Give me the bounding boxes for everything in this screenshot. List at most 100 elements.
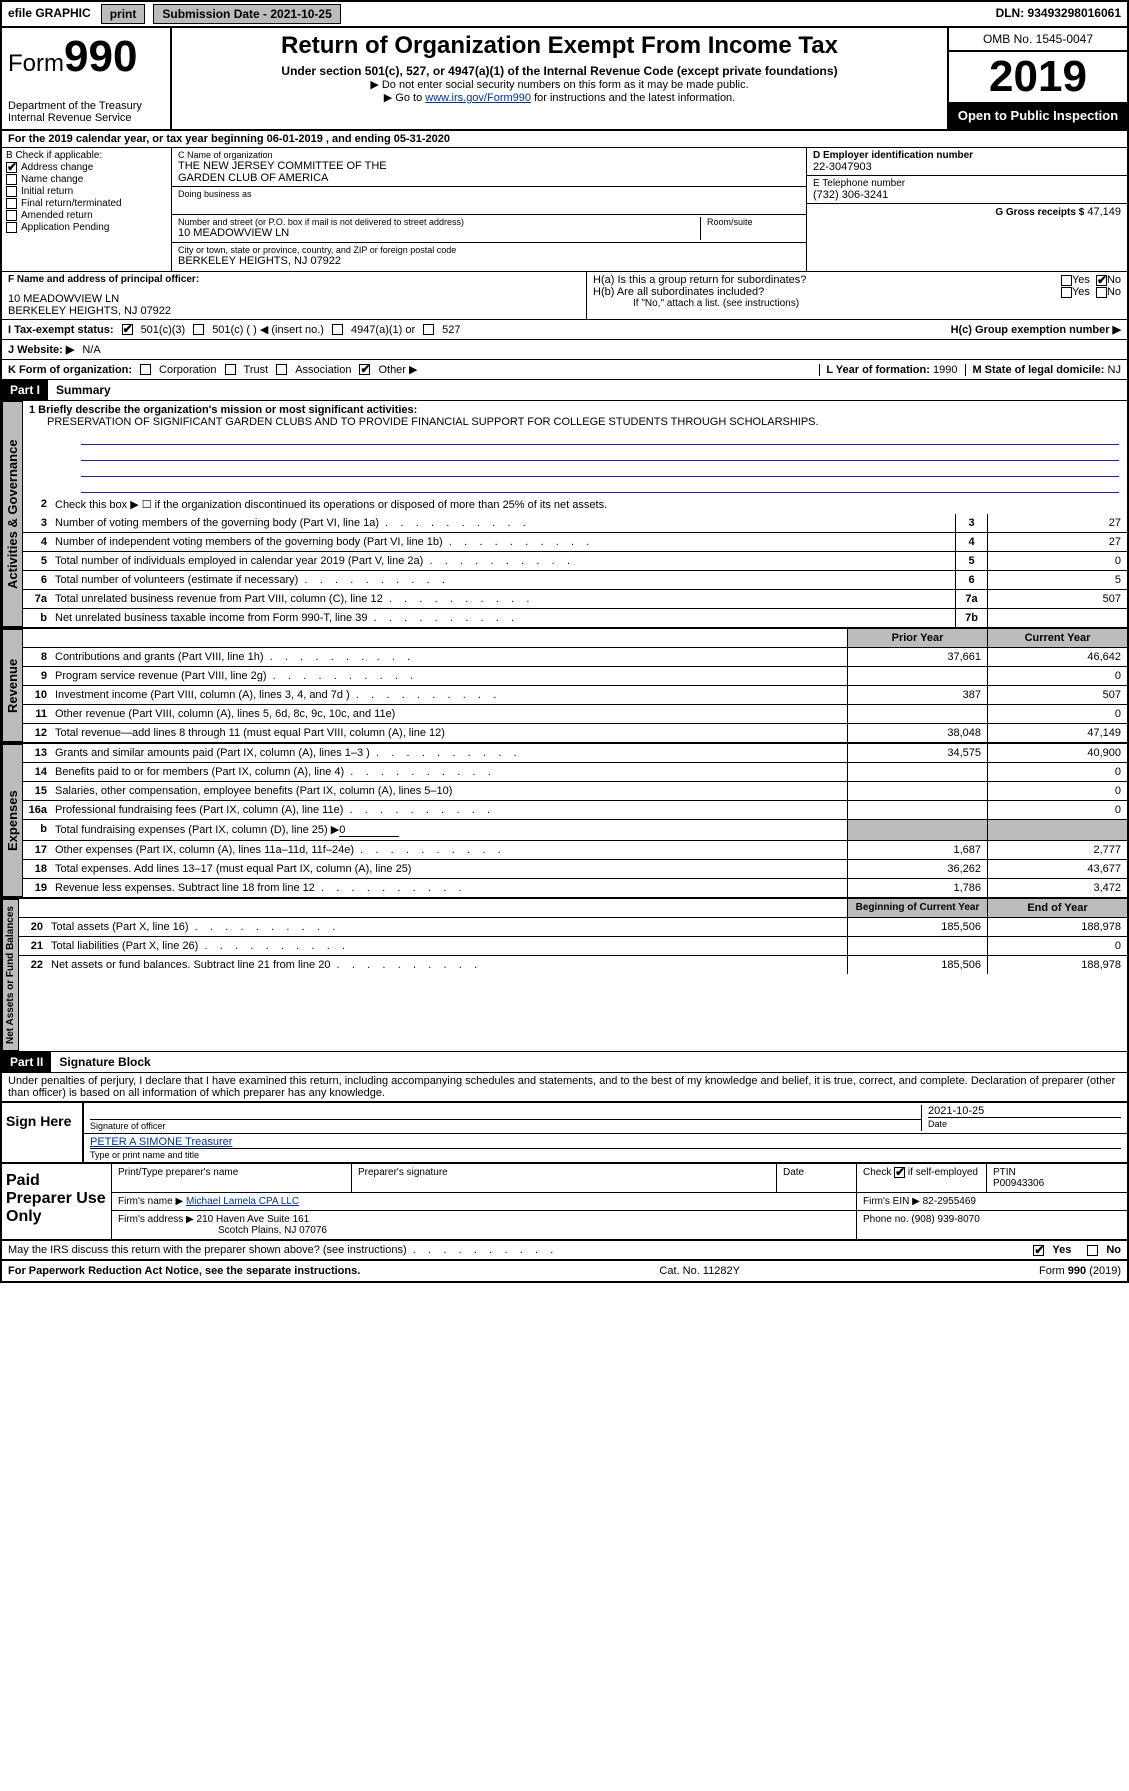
no-label: No bbox=[1107, 286, 1121, 298]
form-header: Form990 Department of the Treasury Inter… bbox=[2, 28, 1127, 131]
firm-addr1: 210 Haven Ave Suite 161 bbox=[197, 1214, 310, 1225]
form-container: Form990 Department of the Treasury Inter… bbox=[0, 28, 1129, 1283]
section-governance: Activities & Governance 1 Briefly descri… bbox=[2, 401, 1127, 629]
website-label: J Website: ▶ bbox=[8, 343, 74, 356]
phone-value: (732) 306-3241 bbox=[813, 189, 1121, 201]
q12: Total revenue—add lines 8 through 11 (mu… bbox=[51, 724, 847, 742]
c16a: 0 bbox=[987, 801, 1127, 819]
q16a: Professional fundraising fees (Part IX, … bbox=[51, 801, 847, 819]
c17: 2,777 bbox=[987, 841, 1127, 859]
box-h: H(a) Is this a group return for subordin… bbox=[587, 272, 1127, 319]
paid-preparer-label: Paid Preparer Use Only bbox=[2, 1164, 112, 1239]
note2-pre: ▶ Go to bbox=[384, 92, 425, 104]
sign-here-label: Sign Here bbox=[2, 1103, 82, 1162]
c8: 46,642 bbox=[987, 648, 1127, 666]
checkbox-icon bbox=[6, 174, 17, 185]
q19: Revenue less expenses. Subtract line 18 … bbox=[51, 879, 847, 897]
c11: 0 bbox=[987, 705, 1127, 723]
firm-ein-label: Firm's EIN ▶ bbox=[863, 1196, 920, 1207]
h-a-label: H(a) Is this a group return for subordin… bbox=[593, 274, 1061, 286]
c19: 3,472 bbox=[987, 879, 1127, 897]
end-year-hdr: End of Year bbox=[987, 899, 1127, 917]
firm-phone-label: Phone no. bbox=[863, 1214, 909, 1225]
prior-year-hdr: Prior Year bbox=[847, 629, 987, 647]
year-form-val: 1990 bbox=[933, 364, 957, 376]
prep-sig-hdr: Preparer's signature bbox=[352, 1164, 777, 1192]
officer-name-link[interactable]: PETER A SIMONE Treasurer bbox=[90, 1136, 232, 1148]
org-name-label: C Name of organization bbox=[178, 150, 800, 160]
dln-label: DLN: 93493298016061 bbox=[990, 2, 1127, 26]
v6: 5 bbox=[987, 571, 1127, 589]
yes-label: Yes bbox=[1072, 274, 1090, 286]
firm-name-label: Firm's name ▶ bbox=[118, 1196, 183, 1207]
q16b-val: 0 bbox=[339, 824, 399, 837]
checkbox-icon bbox=[6, 186, 17, 197]
section-expenses: Expenses 13Grants and similar amounts pa… bbox=[2, 744, 1127, 899]
checkbox-icon bbox=[1033, 1245, 1044, 1256]
prep-name-hdr: Print/Type preparer's name bbox=[112, 1164, 352, 1192]
q2: Check this box ▶ ☐ if the organization d… bbox=[51, 495, 1127, 514]
checkbox-icon bbox=[122, 324, 133, 335]
dba-label: Doing business as bbox=[178, 189, 800, 199]
tax-status-label: I Tax-exempt status: bbox=[8, 324, 114, 336]
dept-label: Department of the Treasury bbox=[8, 100, 164, 112]
q16b-pre: Total fundraising expenses (Part IX, col… bbox=[55, 824, 339, 836]
year-form-label: L Year of formation: bbox=[826, 364, 930, 376]
h-b-label: H(b) Are all subordinates included? bbox=[593, 286, 1061, 298]
c14: 0 bbox=[987, 763, 1127, 781]
part-i-badge: Part I bbox=[2, 380, 48, 400]
checkbox-icon bbox=[140, 364, 151, 375]
checkbox-icon bbox=[6, 210, 17, 221]
street-label: Number and street (or P.O. box if mail i… bbox=[178, 217, 700, 227]
form990-link[interactable]: www.irs.gov/Form990 bbox=[425, 92, 531, 104]
row-klm: K Form of organization: Corporation Trus… bbox=[2, 360, 1127, 380]
box-f: F Name and address of principal officer:… bbox=[2, 272, 587, 319]
page-footer: For Paperwork Reduction Act Notice, see … bbox=[2, 1261, 1127, 1281]
c15: 0 bbox=[987, 782, 1127, 800]
sign-block: Sign Here Signature of officer 2021-10-2… bbox=[2, 1101, 1127, 1164]
right-col: D Employer identification number 22-3047… bbox=[807, 148, 1127, 271]
firm-name-link[interactable]: Michael Lamela CPA LLC bbox=[186, 1196, 299, 1207]
checkbox-icon bbox=[6, 198, 17, 209]
mission-blank-lines bbox=[23, 431, 1127, 493]
footer-right-b: 990 bbox=[1068, 1265, 1086, 1277]
c12: 47,149 bbox=[987, 724, 1127, 742]
sign-date: 2021-10-25 bbox=[928, 1105, 1121, 1117]
sidetab-net: Net Assets or Fund Balances bbox=[2, 899, 19, 1051]
efile-label: efile GRAPHIC bbox=[2, 2, 97, 26]
top-bar: efile GRAPHIC print Submission Date - 20… bbox=[0, 0, 1129, 28]
yes-label: Yes bbox=[1052, 1244, 1071, 1256]
part-ii-header: Part II Signature Block bbox=[2, 1052, 1127, 1072]
527: 527 bbox=[442, 324, 460, 336]
h-b-note: If "No," attach a list. (see instruction… bbox=[593, 298, 1121, 309]
v7b bbox=[987, 609, 1127, 627]
p12: 38,048 bbox=[847, 724, 987, 742]
sidetab-governance: Activities & Governance bbox=[2, 401, 23, 627]
c13: 40,900 bbox=[987, 744, 1127, 762]
p15 bbox=[847, 782, 987, 800]
gross-value: 47,149 bbox=[1087, 206, 1121, 218]
p18: 36,262 bbox=[847, 860, 987, 878]
header-note2: ▶ Go to www.irs.gov/Form990 for instruct… bbox=[178, 91, 941, 104]
box-b: B Check if applicable: Address change Na… bbox=[2, 148, 172, 271]
name-change: Name change bbox=[21, 174, 83, 185]
form-title: Return of Organization Exempt From Incom… bbox=[178, 32, 941, 60]
domicile-val: NJ bbox=[1108, 364, 1121, 376]
header-left: Form990 Department of the Treasury Inter… bbox=[2, 28, 172, 129]
print-button[interactable]: print bbox=[101, 4, 146, 24]
checkbox-icon bbox=[6, 222, 17, 233]
header-mid: Return of Organization Exempt From Incom… bbox=[172, 28, 947, 129]
q16b: Total fundraising expenses (Part IX, col… bbox=[51, 820, 847, 840]
q18: Total expenses. Add lines 13–17 (must eq… bbox=[51, 860, 847, 878]
domicile-label: M State of legal domicile: bbox=[972, 364, 1104, 376]
footer-left: For Paperwork Reduction Act Notice, see … bbox=[8, 1265, 360, 1277]
officer-addr2: BERKELEY HEIGHTS, NJ 07922 bbox=[8, 305, 580, 317]
box-f-label: F Name and address of principal officer: bbox=[8, 274, 580, 285]
b21 bbox=[847, 937, 987, 955]
no-label: No bbox=[1106, 1244, 1121, 1256]
tax-year: 2019 bbox=[949, 52, 1127, 102]
firm-phone: (908) 939-8070 bbox=[911, 1214, 979, 1225]
website-value: N/A bbox=[82, 344, 100, 356]
p9 bbox=[847, 667, 987, 685]
p11 bbox=[847, 705, 987, 723]
